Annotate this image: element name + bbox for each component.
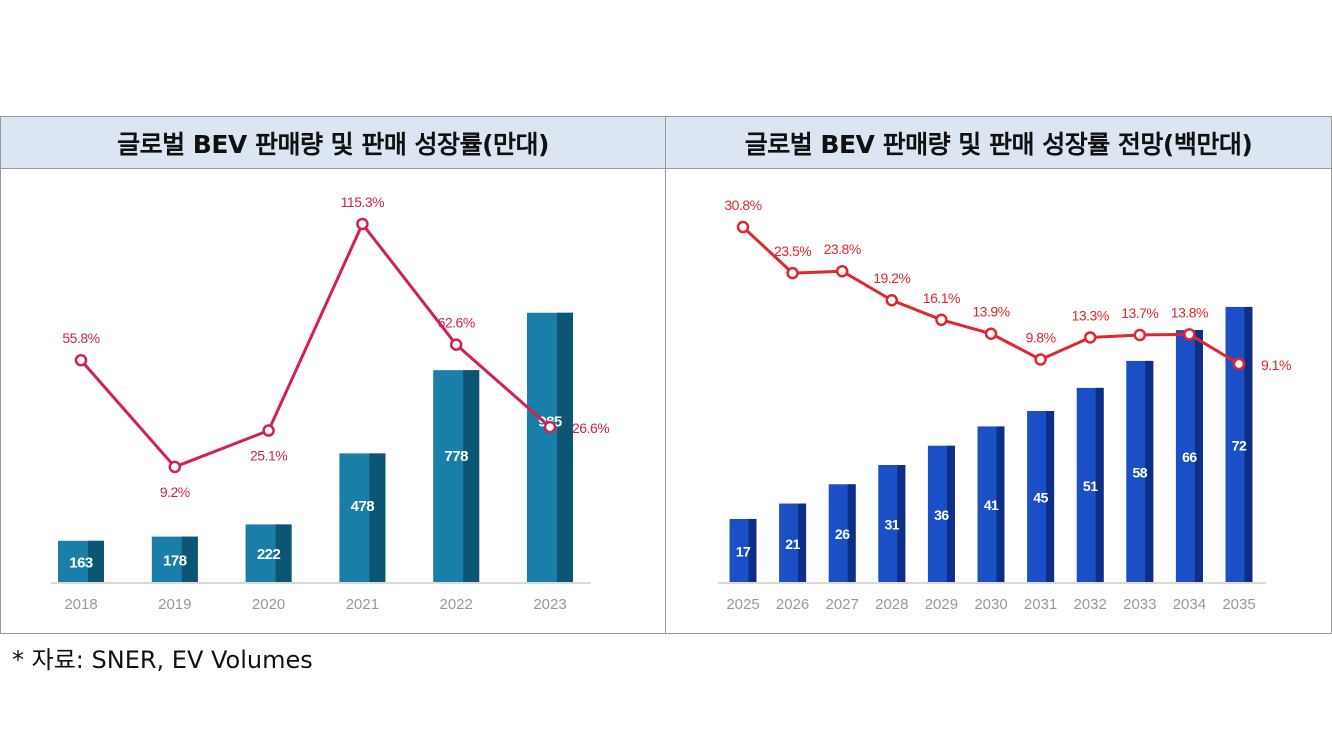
x-tick-label: 2031	[1024, 596, 1057, 613]
bar-value-label: 478	[351, 498, 375, 515]
growth-rate-point	[74, 353, 88, 367]
growth-rate-point	[885, 293, 899, 307]
growth-rate-label: 25.1%	[250, 448, 287, 464]
growth-rate-label: 62.6%	[438, 315, 475, 331]
growth-rate-label: 9.2%	[160, 484, 190, 500]
growth-rate-line	[741, 225, 1240, 366]
chart-panel-sales: 글로벌 BEV 판매량 및 판매 성장률(만대) 163 2018 178 2019 2…	[0, 116, 666, 634]
bar-shade	[88, 540, 104, 582]
bar-shade	[798, 503, 807, 582]
chart-panel-forecast: 글로벌 BEV 판매량 및 판매 성장률 전망(백만대) 17 2025 21 202…	[665, 116, 1332, 634]
bar-value-label: 72	[1232, 437, 1247, 453]
bar-value-label: 45	[1033, 490, 1048, 506]
growth-rate-label: 9.1%	[1261, 357, 1291, 373]
bar-shade	[996, 426, 1005, 582]
bar-shade	[369, 453, 386, 582]
x-tick-label: 2028	[875, 596, 908, 613]
bar-value-label: 41	[984, 497, 999, 513]
growth-rate-point	[1232, 357, 1246, 371]
bar-shade	[946, 445, 955, 582]
x-tick-label: 2035	[1222, 596, 1255, 613]
x-tick-label: 2029	[925, 596, 958, 613]
bar-value-label: 51	[1083, 478, 1098, 494]
bar-value-label: 222	[257, 546, 281, 563]
growth-rate-label: 13.7%	[1121, 305, 1158, 321]
bar-value-label: 36	[934, 507, 949, 523]
chart-title: 글로벌 BEV 판매량 및 판매 성장률(만대)	[1, 117, 665, 169]
bar-shade	[1095, 387, 1104, 582]
growth-rate-point	[449, 338, 463, 351]
bar-shade	[1244, 306, 1253, 582]
bar-value-label: 58	[1133, 464, 1148, 480]
x-tick-label: 2033	[1123, 596, 1156, 613]
growth-rate-label: 55.8%	[62, 330, 99, 346]
x-tick-label: 2026	[776, 596, 809, 613]
bar-value-label: 26	[835, 526, 850, 542]
chart-forecast-2025-2035: 17 2025 21 2026 26 2027 31 2028 36 2029 41 2030 45 20…	[718, 197, 1291, 613]
growth-rate-label: 13.9%	[972, 304, 1009, 320]
growth-rate-point	[262, 424, 275, 437]
growth-rate-label: 19.2%	[873, 270, 910, 286]
growth-rate-point	[736, 220, 750, 234]
bar-shade	[275, 524, 292, 582]
growth-rate-label: 115.3%	[341, 194, 384, 210]
bar-value-label: 178	[163, 552, 187, 569]
growth-rate-label: 13.3%	[1072, 307, 1109, 323]
x-tick-label: 2022	[440, 596, 473, 613]
bar-value-label: 21	[785, 536, 800, 552]
growth-rate-point	[786, 266, 799, 280]
growth-rate-line	[79, 222, 551, 469]
bar-shade	[181, 536, 198, 582]
bar-value-label: 17	[736, 543, 751, 559]
growth-rate-label: 30.8%	[724, 197, 761, 213]
bar-value-label: 163	[69, 554, 93, 571]
source-footnote: * 자료: SNER, EV Volumes	[12, 646, 313, 674]
x-tick-label: 2019	[158, 596, 191, 613]
growth-rate-label: 9.8%	[1026, 330, 1056, 346]
bar-shade	[1046, 411, 1055, 582]
growth-rate-label: 23.5%	[774, 243, 811, 259]
chart-title: 글로벌 BEV 판매량 및 판매 성장률 전망(백만대)	[666, 117, 1331, 169]
growth-rate-point	[356, 217, 369, 231]
chart-sales-2018-2023: 1632018178201922220204782021778202298520…	[51, 194, 610, 613]
bar-value-label: 66	[1182, 449, 1197, 465]
bar-shade	[557, 312, 573, 582]
growth-rate-point	[168, 460, 182, 474]
x-tick-label: 2020	[252, 596, 285, 613]
bar-value-label: 31	[885, 516, 900, 532]
growth-rate-label: 13.8%	[1171, 304, 1208, 320]
growth-rate-point	[935, 313, 948, 327]
x-tick-label: 2023	[533, 596, 566, 613]
bar-shade	[1194, 330, 1203, 582]
growth-rate-label: 23.8%	[824, 241, 861, 257]
x-tick-label: 2034	[1173, 596, 1206, 613]
bar-shade	[463, 370, 480, 582]
bar-shade	[1145, 360, 1154, 582]
growth-rate-point	[1034, 353, 1047, 366]
growth-rate-point	[1133, 328, 1147, 342]
growth-rate-point	[1083, 331, 1097, 344]
growth-rate-point	[1183, 328, 1196, 341]
growth-rate-label: 26.6%	[572, 420, 609, 436]
growth-rate-point	[984, 327, 998, 340]
growth-rate-point	[543, 420, 557, 434]
x-tick-label: 2018	[64, 596, 97, 613]
x-tick-label: 2027	[826, 596, 859, 613]
x-tick-label: 2025	[726, 596, 759, 613]
bar-shade	[897, 464, 906, 582]
x-tick-label: 2021	[346, 596, 379, 613]
bar-shade	[847, 484, 856, 582]
bar-shade	[748, 518, 757, 582]
x-tick-label: 2032	[1074, 596, 1107, 613]
growth-rate-label: 16.1%	[923, 290, 960, 306]
x-tick-label: 2030	[974, 596, 1007, 613]
bar-value-label: 778	[444, 448, 468, 465]
growth-rate-point	[835, 264, 849, 278]
